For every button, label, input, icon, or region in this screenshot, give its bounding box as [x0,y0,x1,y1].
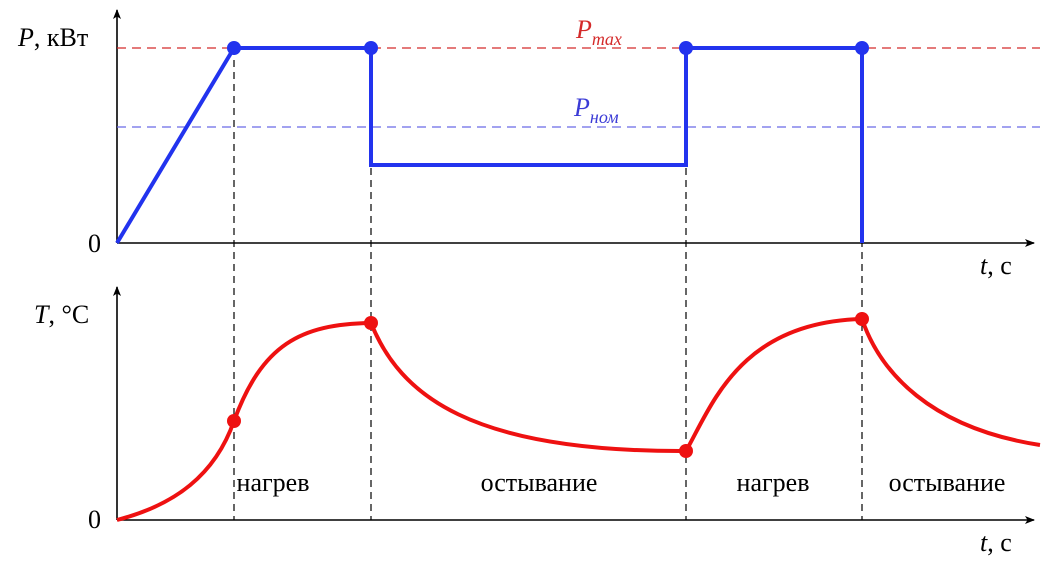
pnom-label: Pном [573,93,619,127]
power-axis-label: P, кВт [17,23,88,52]
temperature-point [679,444,693,458]
temperature-plot: T, °C 0 t, с нагрев остывание нагрев ост… [34,286,1041,557]
temperature-axis-label: T, °C [34,300,89,329]
temperature-point [227,414,241,428]
power-point [364,41,378,55]
power-origin-label: 0 [88,229,101,258]
power-curve [115,46,864,245]
power-plot: Pmax Pном P, кВт 0 t, с [17,9,1040,280]
power-point [855,41,869,55]
temperature-origin-label: 0 [88,505,101,534]
temperature-point [364,316,378,330]
phase-boundaries [233,48,863,520]
power-time-label: t, с [980,251,1012,280]
pmax-label: Pmax [575,15,622,49]
power-point [227,41,241,55]
phase-label-cooling-2: остывание [889,468,1006,497]
temperature-point [855,312,869,326]
temperature-time-label: t, с [980,528,1012,557]
power-point [679,41,693,55]
phase-label-heating-1: нагрев [237,468,310,497]
phase-label-cooling-1: остывание [481,468,598,497]
phase-label-heating-2: нагрев [737,468,810,497]
